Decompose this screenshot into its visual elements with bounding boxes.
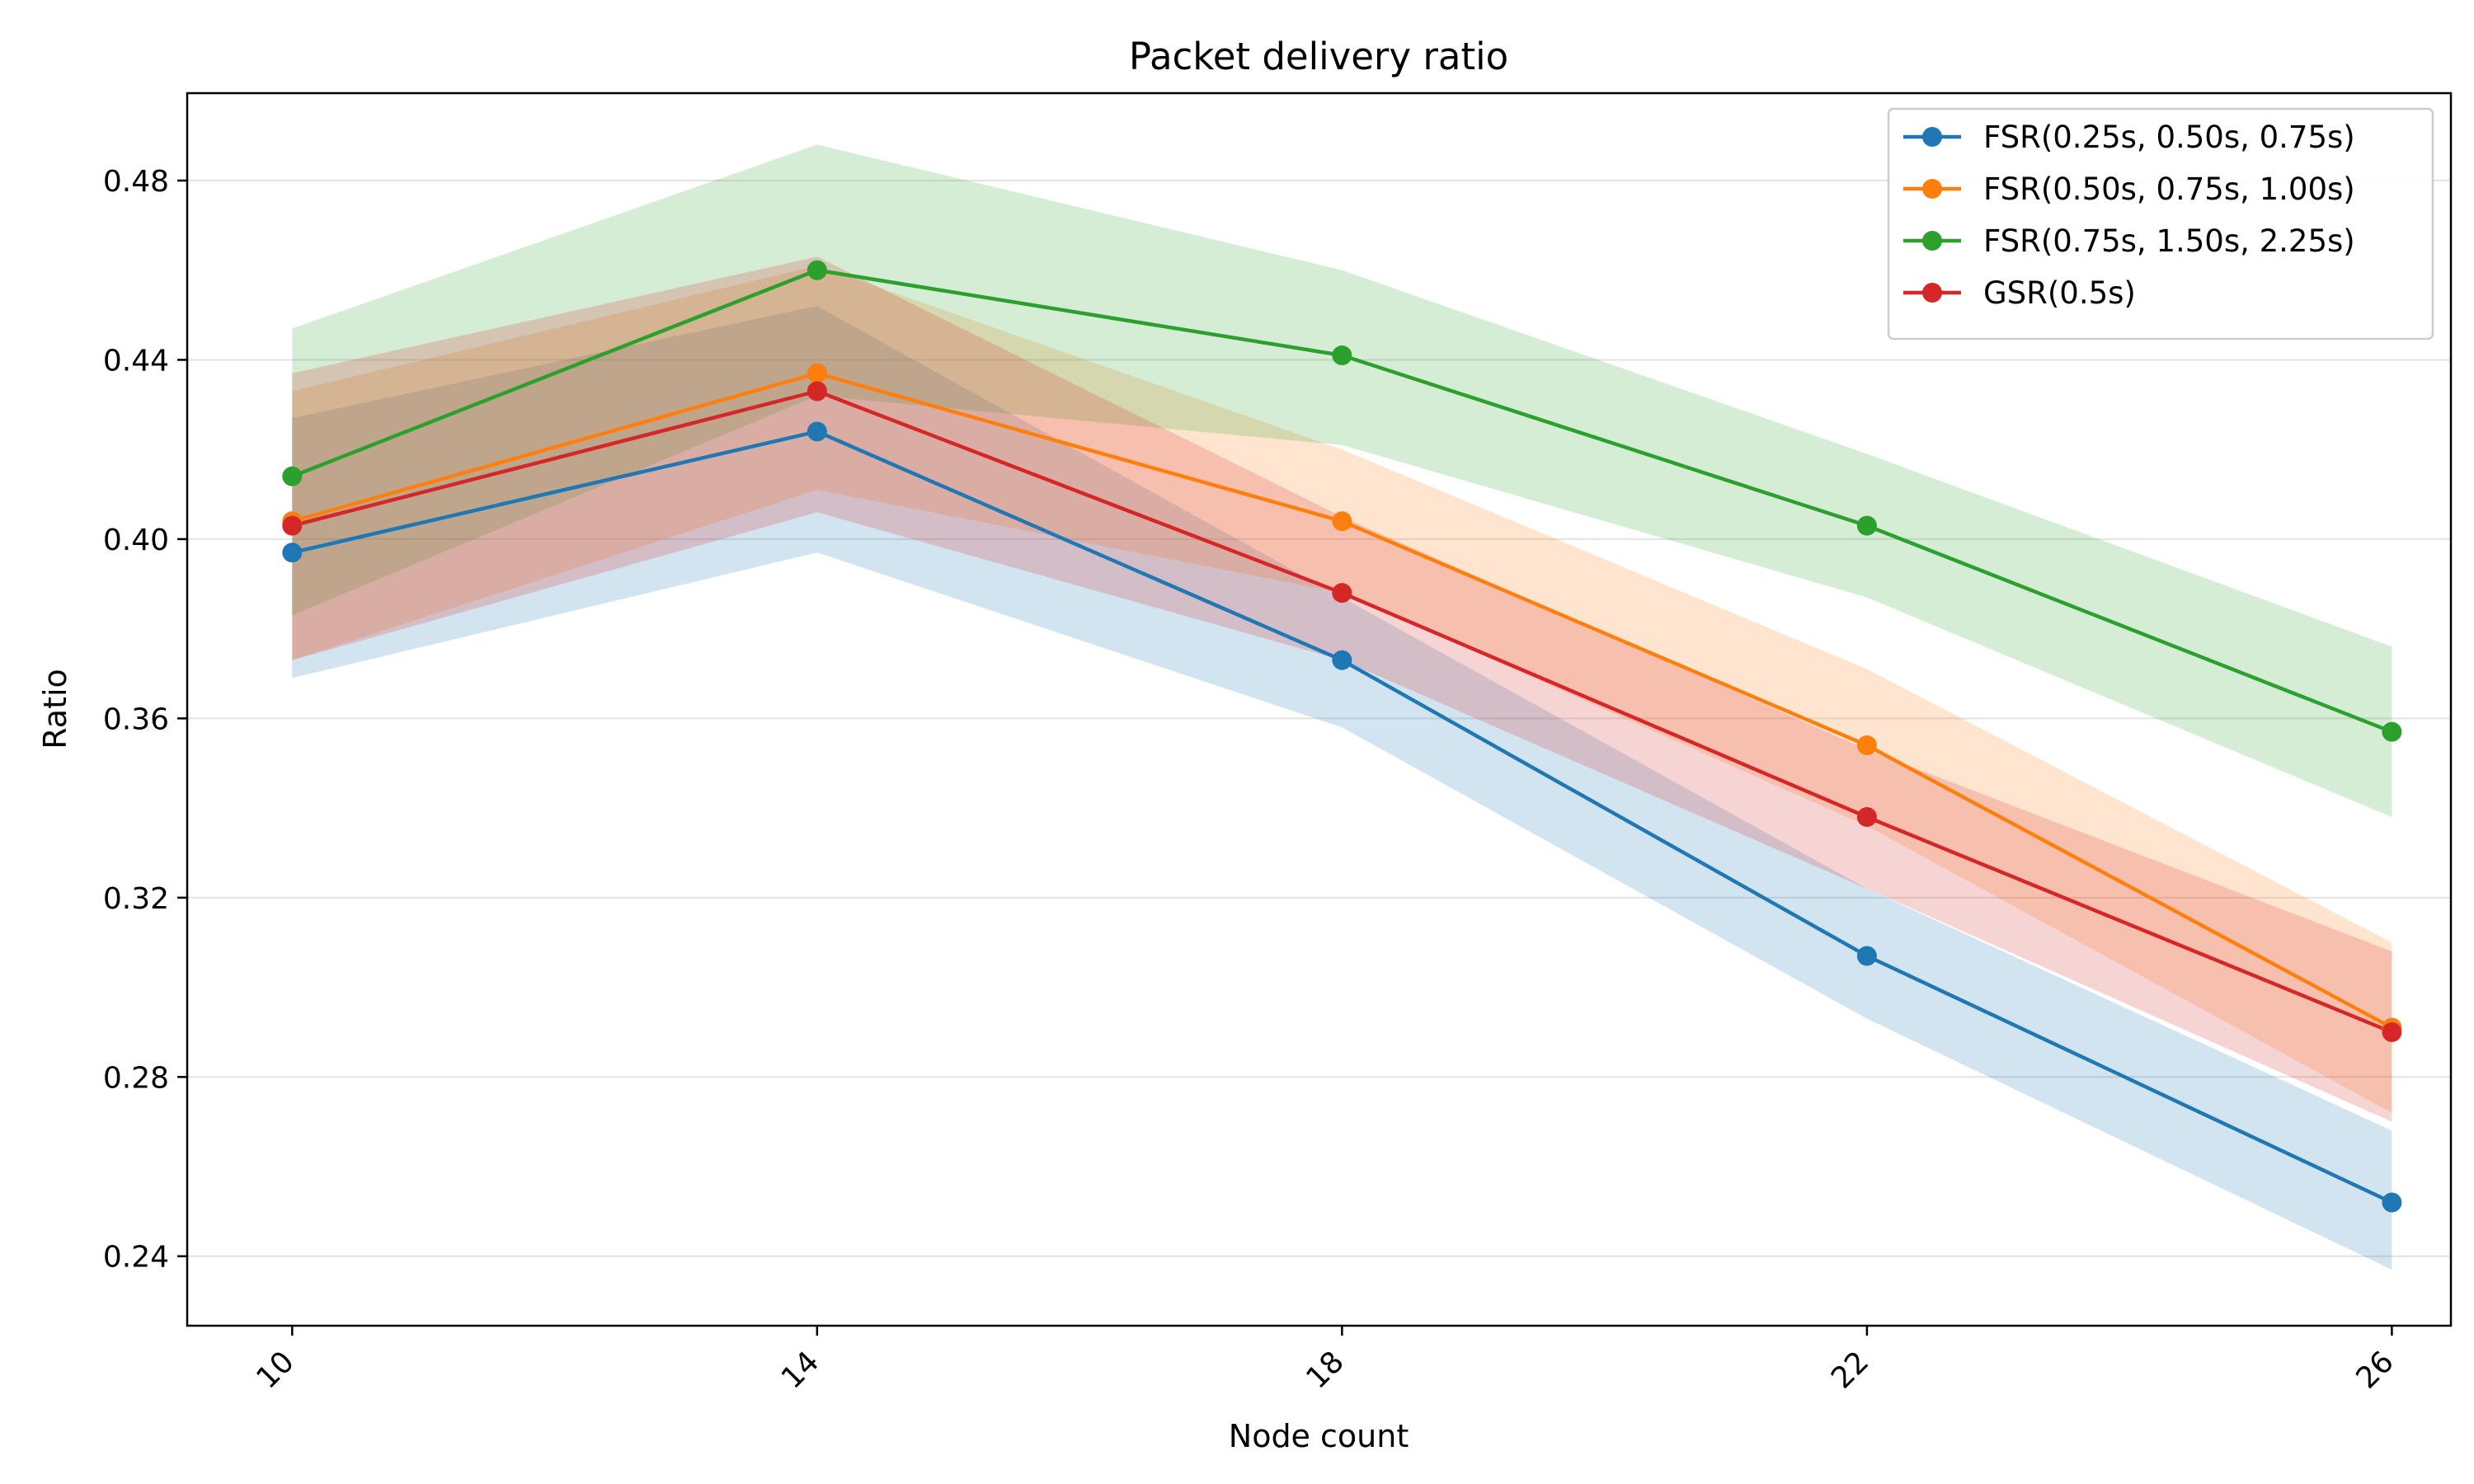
point-series-4 xyxy=(1332,583,1352,603)
point-series-3 xyxy=(1856,515,1877,536)
point-series-4 xyxy=(2382,1021,2402,1042)
y-axis-label: Ratio xyxy=(37,669,73,749)
y-tick-label: 0.28 xyxy=(103,1061,169,1095)
point-series-1 xyxy=(2382,1192,2402,1213)
plot-frame xyxy=(186,92,2453,1327)
y-tick-label: 0.44 xyxy=(103,344,169,378)
legend-marker xyxy=(1922,231,1942,251)
point-series-2 xyxy=(1332,511,1352,532)
y-axis-ticks: 0.24 0.28 0.32 0.36 0.40 0.44 0.48 xyxy=(103,165,187,1275)
point-series-1 xyxy=(282,542,303,563)
legend-marker xyxy=(1922,283,1942,303)
point-series-3 xyxy=(1332,345,1352,366)
point-series-3 xyxy=(2382,721,2402,742)
series-markers xyxy=(282,260,2402,1213)
band-series-2 xyxy=(292,265,2392,1113)
band-series-3 xyxy=(292,144,2392,817)
point-series-4 xyxy=(282,515,303,536)
point-series-2 xyxy=(807,363,827,383)
legend-label: GSR(0.5s) xyxy=(1983,275,2136,311)
confidence-bands xyxy=(292,144,2392,1270)
legend-label: FSR(0.25s, 0.50s, 0.75s) xyxy=(1983,120,2355,155)
legend-label: FSR(0.75s, 1.50s, 2.25s) xyxy=(1983,223,2355,259)
legend-box xyxy=(1887,107,2434,340)
point-series-4 xyxy=(1856,806,1877,827)
band-series-1 xyxy=(292,306,2392,1270)
legend-marker xyxy=(1922,179,1942,199)
y-tick-label: 0.48 xyxy=(103,165,169,199)
chart-title: Packet delivery ratio xyxy=(1129,35,1508,78)
point-series-1 xyxy=(1856,946,1877,966)
point-series-3 xyxy=(282,466,303,486)
y-tick-label: 0.40 xyxy=(103,524,169,557)
legend-label: FSR(0.50s, 0.75s, 1.00s) xyxy=(1983,171,2355,207)
y-tick-label: 0.24 xyxy=(103,1241,169,1275)
point-series-4 xyxy=(807,381,827,402)
point-series-1 xyxy=(1332,650,1352,670)
y-tick-label: 0.36 xyxy=(103,702,169,736)
band-series-4 xyxy=(292,256,2392,1122)
legend-marker xyxy=(1922,127,1942,147)
point-series-3 xyxy=(807,260,827,280)
x-axis-label: Node count xyxy=(1229,1418,1409,1454)
point-series-1 xyxy=(807,421,827,442)
legend: FSR(0.25s, 0.50s, 0.75s) FSR(0.50s, 0.75s… xyxy=(1887,107,2434,340)
y-tick-label: 0.32 xyxy=(103,882,169,916)
point-series-2 xyxy=(1856,735,1877,755)
